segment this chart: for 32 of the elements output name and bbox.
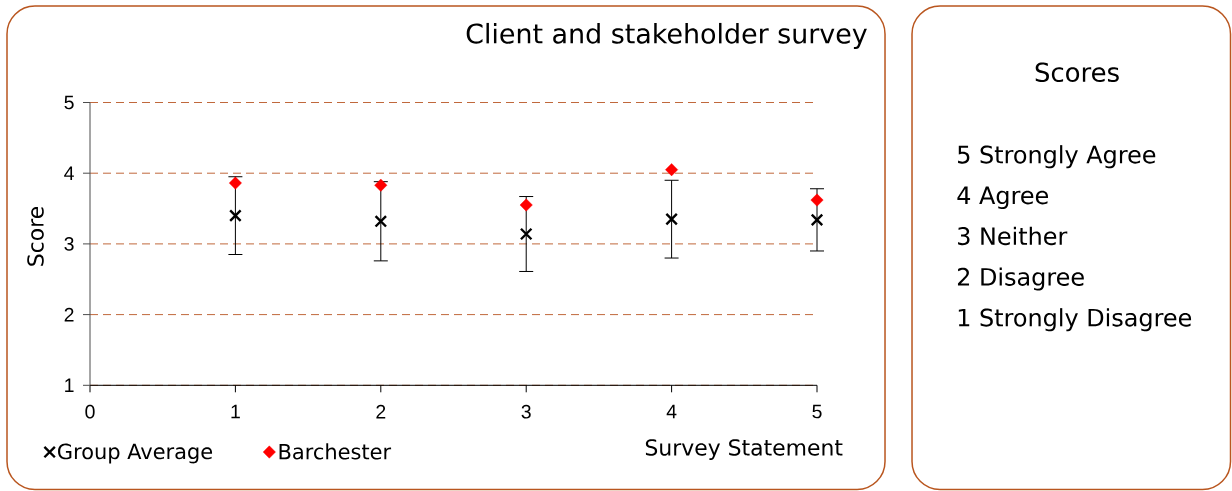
point <box>665 163 679 177</box>
legend-label: Barchester <box>279 443 392 460</box>
point <box>810 213 824 227</box>
legend-label: Group Average <box>58 443 213 464</box>
x-tick-label: 2 <box>376 404 386 419</box>
y-tick-label: 5 <box>64 95 74 110</box>
text: 5 Strongly Agree <box>958 145 1156 169</box>
x-tick-label: 4 <box>666 404 677 419</box>
x-tick-label: 3 <box>521 404 531 419</box>
y-tick-label: 4 <box>64 166 74 180</box>
x-tick-label: 0 <box>85 404 95 419</box>
y-axis-title: Score <box>27 206 44 266</box>
point <box>810 193 824 207</box>
text: 4 Agree <box>957 186 1048 210</box>
point <box>519 227 533 241</box>
text: 1 Strongly Disagree <box>958 308 1192 332</box>
point <box>519 198 533 212</box>
point <box>374 214 388 228</box>
y-tick-label: 1 <box>65 378 74 392</box>
point <box>228 209 242 223</box>
point <box>665 212 679 226</box>
x-tick-label: 5 <box>812 404 822 419</box>
chart-title: Client and stakeholder survey <box>466 22 867 49</box>
text: 3 Neither <box>958 226 1068 246</box>
x-axis-title: Survey Statement <box>645 439 843 460</box>
point <box>374 178 388 192</box>
text: Scores <box>1035 62 1119 83</box>
text: 2 Disagree <box>957 267 1084 291</box>
y-tick-label: 2 <box>64 307 74 322</box>
y-tick-label: 3 <box>64 237 74 251</box>
point <box>228 176 242 190</box>
x-tick-label: 1 <box>231 404 240 419</box>
